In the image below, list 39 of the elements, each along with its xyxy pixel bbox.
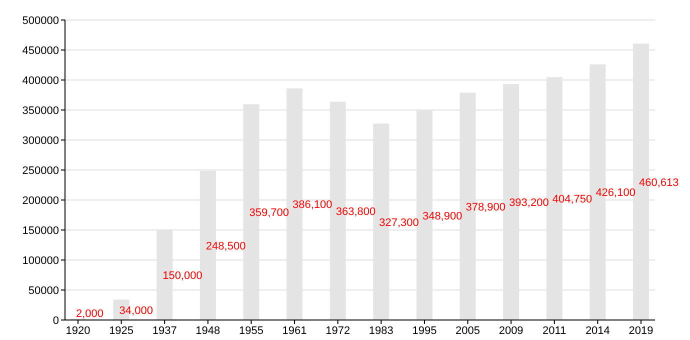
data-label: 460,613 [639,176,679,189]
x-tick-label: 2019 [628,325,654,337]
x-tick-label: 2005 [456,325,480,337]
data-label: 359,700 [249,207,289,220]
x-tick-label: 1925 [109,325,134,337]
x-tick-label: 1983 [368,325,394,337]
data-label: 386,100 [292,199,332,212]
y-tick-label: 0 [52,315,59,327]
x-tick-label: 1920 [66,325,90,337]
y-tick-label: 350000 [22,105,59,117]
y-tick-label: 500000 [22,15,59,27]
data-label: 2,000 [76,308,104,320]
y-tick-label: 150000 [22,225,59,237]
y-tick-label: 300000 [22,135,59,147]
y-tick-label: 100000 [22,255,59,267]
x-tick-label: 1955 [238,325,264,337]
data-label: 150,000 [162,270,202,282]
data-label: 348,900 [422,210,462,222]
data-label: 34,000 [119,304,153,317]
x-tick-label: 2011 [542,325,566,337]
y-tick-label: 250000 [22,165,59,177]
y-tick-label: 200000 [22,195,59,207]
y-tick-label: 450000 [22,45,59,57]
data-label: 404,750 [552,194,592,206]
y-tick-label: 400000 [22,75,59,87]
data-label: 363,800 [336,206,376,218]
data-label: 426,100 [596,187,636,200]
x-tick-label: 2014 [585,325,610,337]
x-tick-label: 2009 [498,325,524,337]
data-label: 327,300 [379,216,419,229]
data-label: 393,200 [509,197,549,210]
y-tick-label: 50000 [28,285,59,297]
x-tick-label: 1937 [152,325,177,337]
x-tick-label: 1961 [282,325,307,337]
x-tick-label: 1948 [196,325,220,337]
x-tick-label: 1972 [326,325,350,337]
x-tick-label: 1995 [412,325,437,337]
data-label: 248,500 [206,240,246,252]
data-label: 378,900 [466,201,506,214]
